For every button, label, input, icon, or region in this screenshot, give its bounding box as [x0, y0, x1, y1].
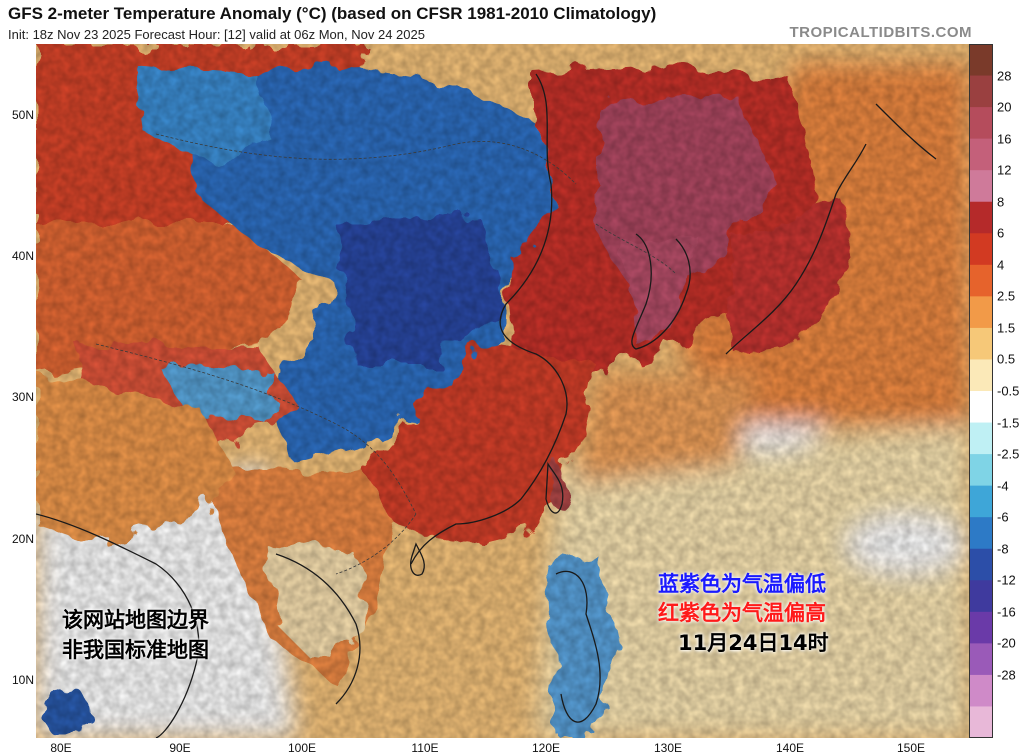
colorbar-tick-label: 1.5 — [997, 320, 1016, 336]
colorbar-tick-label: -6 — [997, 509, 1009, 525]
coastlines — [36, 73, 937, 738]
lat-label-30n: 30N — [11, 390, 34, 404]
colorbar-swatch — [969, 580, 993, 613]
map-disclaimer-line2: 非我国标准地图 — [62, 638, 209, 662]
colorbar-tick-label: -20 — [997, 635, 1016, 651]
lat-label-20n: 20N — [11, 532, 34, 546]
colorbar-tick-label: -16 — [997, 604, 1016, 620]
colorbar-tick-label: 8 — [997, 194, 1005, 210]
colorbar-tick-label: 12 — [997, 162, 1012, 178]
lat-label-50n: 50N — [11, 108, 34, 122]
country-borders — [95, 133, 677, 575]
colorbar-swatch — [969, 233, 993, 266]
colorbar-swatch — [969, 517, 993, 550]
lat-label-40n: 40N — [11, 249, 34, 263]
lon-label-80e: 80E — [50, 741, 72, 755]
colorbar-swatch — [969, 75, 993, 108]
valid-time-note: 11月24日14时 — [678, 631, 829, 655]
colorbar-swatch — [969, 643, 993, 676]
chart-subtitle: Init: 18z Nov 23 2025 Forecast Hour: [12… — [8, 27, 425, 42]
lon-label-130e: 130E — [653, 741, 683, 755]
colorbar-swatch — [969, 201, 993, 234]
legend-note-warm: 红紫色为气温偏高 — [658, 601, 826, 625]
temperature-anomaly-map — [36, 44, 969, 738]
map-canvas — [36, 44, 969, 738]
colorbar-swatch — [969, 170, 993, 203]
colorbar-swatch — [969, 422, 993, 455]
colorbar-tick-label: -0.5 — [997, 383, 1020, 399]
lon-label-150e: 150E — [896, 741, 926, 755]
colorbar-swatch — [969, 138, 993, 171]
colorbar-swatch — [969, 674, 993, 707]
colorbar-tick-label: -1.5 — [997, 415, 1020, 431]
lon-label-120e: 120E — [531, 741, 561, 755]
lon-label-140e: 140E — [775, 741, 805, 755]
colorbar-tick-label: -4 — [997, 478, 1009, 494]
colorbar-tick-label: -8 — [997, 541, 1009, 557]
chart-title: GFS 2-meter Temperature Anomaly (°C) (ba… — [8, 4, 657, 23]
colorbar-swatch — [969, 706, 993, 738]
colorbar-tick-label: -2.5 — [997, 446, 1020, 462]
lon-label-110e: 110E — [411, 741, 439, 755]
colorbar-tick-label: 4 — [997, 257, 1005, 273]
colorbar-swatch — [969, 44, 993, 77]
colorbar-swatch — [969, 548, 993, 581]
colorbar-swatch — [969, 296, 993, 329]
colorbar-swatch — [969, 454, 993, 487]
colorbar-swatch — [969, 391, 993, 424]
colorbar — [969, 44, 993, 738]
colorbar-tick-label: -28 — [997, 667, 1016, 683]
colorbar-tick-label: 20 — [997, 99, 1012, 115]
colorbar-tick-label: 16 — [997, 131, 1012, 147]
colorbar-swatch — [969, 611, 993, 644]
colorbar-tick-label: 6 — [997, 225, 1005, 241]
brand-watermark: TROPICALTIDBITS.COM — [789, 24, 972, 41]
colorbar-swatch — [969, 327, 993, 360]
colorbar-tick-label: 28 — [997, 68, 1012, 84]
colorbar-tick-label: 0.5 — [997, 351, 1016, 367]
legend-note-cold: 蓝紫色为气温偏低 — [658, 572, 826, 596]
lon-label-100e: 100E — [287, 741, 317, 755]
colorbar-swatch — [969, 359, 993, 392]
lat-label-10n: 10N — [11, 673, 34, 687]
lon-label-90e: 90E — [169, 741, 191, 755]
map-disclaimer-line1: 该网站地图边界 — [62, 608, 209, 632]
colorbar-swatch — [969, 485, 993, 518]
colorbar-tick-label: 2.5 — [997, 288, 1016, 304]
colorbar-swatch — [969, 107, 993, 140]
colorbar-swatch — [969, 264, 993, 297]
colorbar-tick-label: -12 — [997, 572, 1016, 588]
